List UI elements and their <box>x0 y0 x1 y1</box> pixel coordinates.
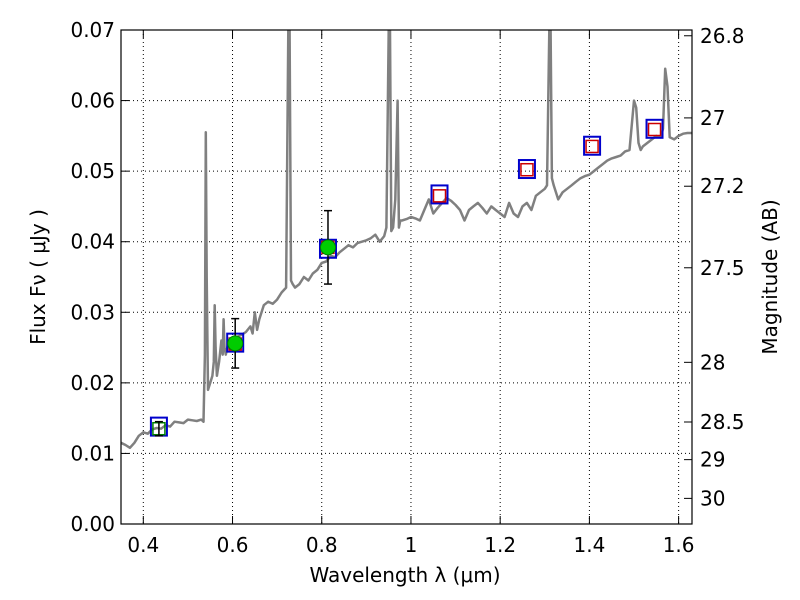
mag-tick-label-4: 28 <box>700 350 725 374</box>
y-axis-label-right: Magnitude (AB) <box>758 199 782 354</box>
marker-layer <box>149 118 664 437</box>
right-axis-ticks: 26.8 27 27.2 27.5 28 28.5 29 30 <box>684 24 745 510</box>
x-tick-label-3: 1 <box>405 533 418 557</box>
spectrum-layer <box>121 30 692 450</box>
y-axis-ticks: 0.00 0.01 0.02 0.03 0.04 0.05 0.06 0.07 <box>70 18 129 536</box>
x-tick-label-0: 0.4 <box>127 533 159 557</box>
y-tick-label-4: 0.04 <box>70 230 115 254</box>
y-tick-label-7: 0.07 <box>70 18 115 42</box>
y-tick-label-6: 0.06 <box>70 89 115 113</box>
blue-square-6 <box>645 118 664 139</box>
observed-point-1 <box>227 335 244 352</box>
model-square-4 <box>520 162 534 177</box>
axes-box <box>120 29 693 525</box>
blue-square-4 <box>517 159 536 180</box>
mag-tick-label-0: 26.8 <box>700 24 745 48</box>
mag-tick-label-3: 27.5 <box>700 256 745 280</box>
model-square-3 <box>432 189 447 203</box>
y-tick-label-3: 0.03 <box>70 300 115 324</box>
x-tick-label-2: 0.8 <box>306 533 338 557</box>
observed-point-2 <box>319 239 336 256</box>
x-axis-ticks: 0.4 0.6 0.8 1 1.2 1.4 1.6 <box>127 30 695 557</box>
y-tick-label-5: 0.05 <box>70 159 115 183</box>
mag-tick-label-5: 28.5 <box>700 410 745 434</box>
x-tick-label-5: 1.4 <box>573 533 605 557</box>
x-tick-label-6: 1.6 <box>663 533 695 557</box>
y-tick-label-2: 0.02 <box>70 371 115 395</box>
mag-tick-label-6: 29 <box>700 448 725 472</box>
mag-tick-label-1: 27 <box>700 106 725 130</box>
x-axis-label: Wavelength λ (μm) <box>309 563 500 587</box>
y-axis-label-left: Flux Fν ( μJy ) <box>26 209 50 345</box>
x-tick-label-1: 0.6 <box>217 533 249 557</box>
spectrum-line <box>121 30 692 450</box>
y-tick-label-0: 0.00 <box>70 512 115 536</box>
mag-tick-label-7: 30 <box>700 486 725 510</box>
blue-square-5 <box>583 135 602 156</box>
x-tick-label-4: 1.2 <box>484 533 516 557</box>
plot-frame <box>120 29 693 525</box>
mag-tick-label-2: 27.2 <box>700 174 745 198</box>
model-square-6 <box>647 122 662 137</box>
y-tick-label-1: 0.01 <box>70 441 115 465</box>
blue-square-3 <box>430 184 449 205</box>
model-square-5 <box>585 139 599 154</box>
